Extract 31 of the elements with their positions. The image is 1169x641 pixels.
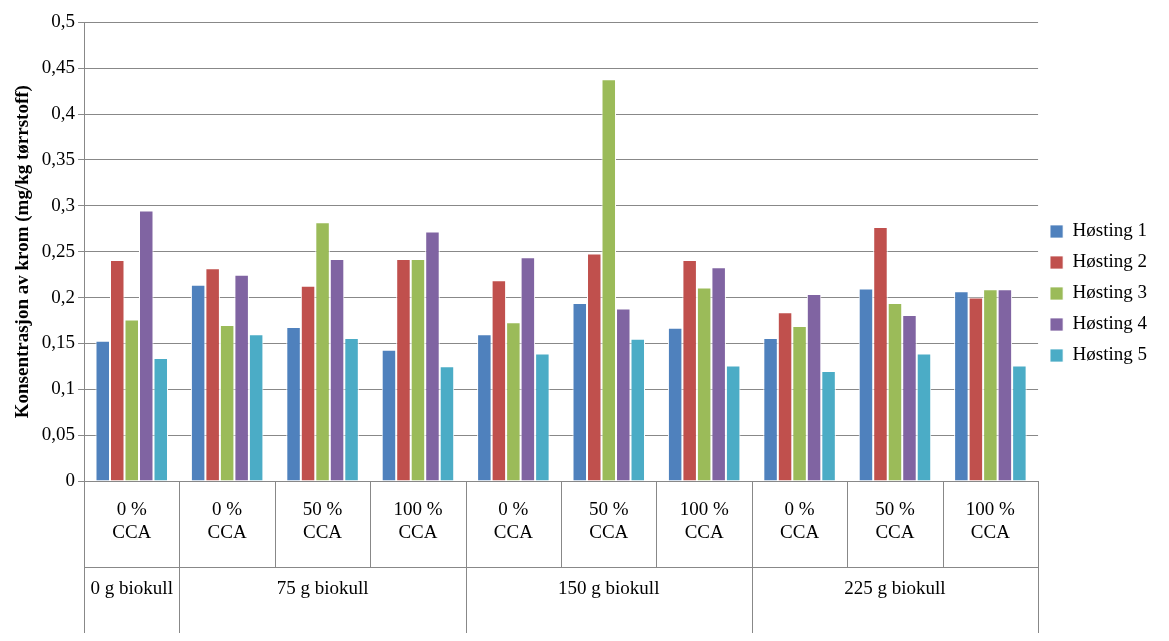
- y-axis-title: Konsentrasjon av krom (mg/kg tørrstoff): [11, 85, 34, 419]
- y-tick-label: 0,5: [51, 10, 76, 32]
- y-tick-label: 0,35: [41, 147, 76, 169]
- x-tick-label: 100 % CCA: [393, 498, 443, 543]
- legend-label: Høsting 5: [1072, 343, 1148, 365]
- x-tick-label: 0 % CCA: [207, 498, 247, 543]
- text: 150 g biokull: [558, 576, 660, 598]
- x-tick-label: 0 % CCA: [780, 498, 820, 543]
- text: 0 g biokull: [90, 576, 173, 598]
- text: 75 g biokull: [276, 576, 369, 598]
- y-tick-label: 0,4: [51, 102, 76, 124]
- y-tick-label: 0,25: [41, 239, 76, 261]
- x-tick-label: 50 % CCA: [875, 498, 915, 543]
- x-tick-label: 100 % CCA: [679, 498, 729, 543]
- legend-label: Høsting 4: [1072, 312, 1148, 334]
- x-tick-label: 0 % CCA: [493, 498, 534, 543]
- x-tick-label: 50 % CCA: [588, 498, 629, 543]
- x-tick-label: 50 % CCA: [302, 498, 343, 543]
- legend-label: Høsting 3: [1072, 281, 1148, 303]
- text: 225 g biokull: [844, 576, 946, 598]
- y-tick-label: 0,3: [51, 193, 76, 215]
- x-tick-label: 100 % CCA: [965, 498, 1016, 543]
- y-tick-label: 0: [65, 468, 76, 490]
- legend-label: Høsting 1: [1072, 219, 1148, 241]
- y-tick-label: 0,05: [41, 423, 76, 445]
- y-tick-label: 0,45: [41, 56, 76, 78]
- y-tick-label: 0,15: [41, 331, 76, 353]
- y-tick-label: 0,1: [51, 377, 76, 399]
- legend-label: Høsting 2: [1072, 250, 1148, 272]
- y-tick-label: 0,2: [51, 285, 76, 307]
- x-tick-label: 0 % CCA: [112, 498, 152, 543]
